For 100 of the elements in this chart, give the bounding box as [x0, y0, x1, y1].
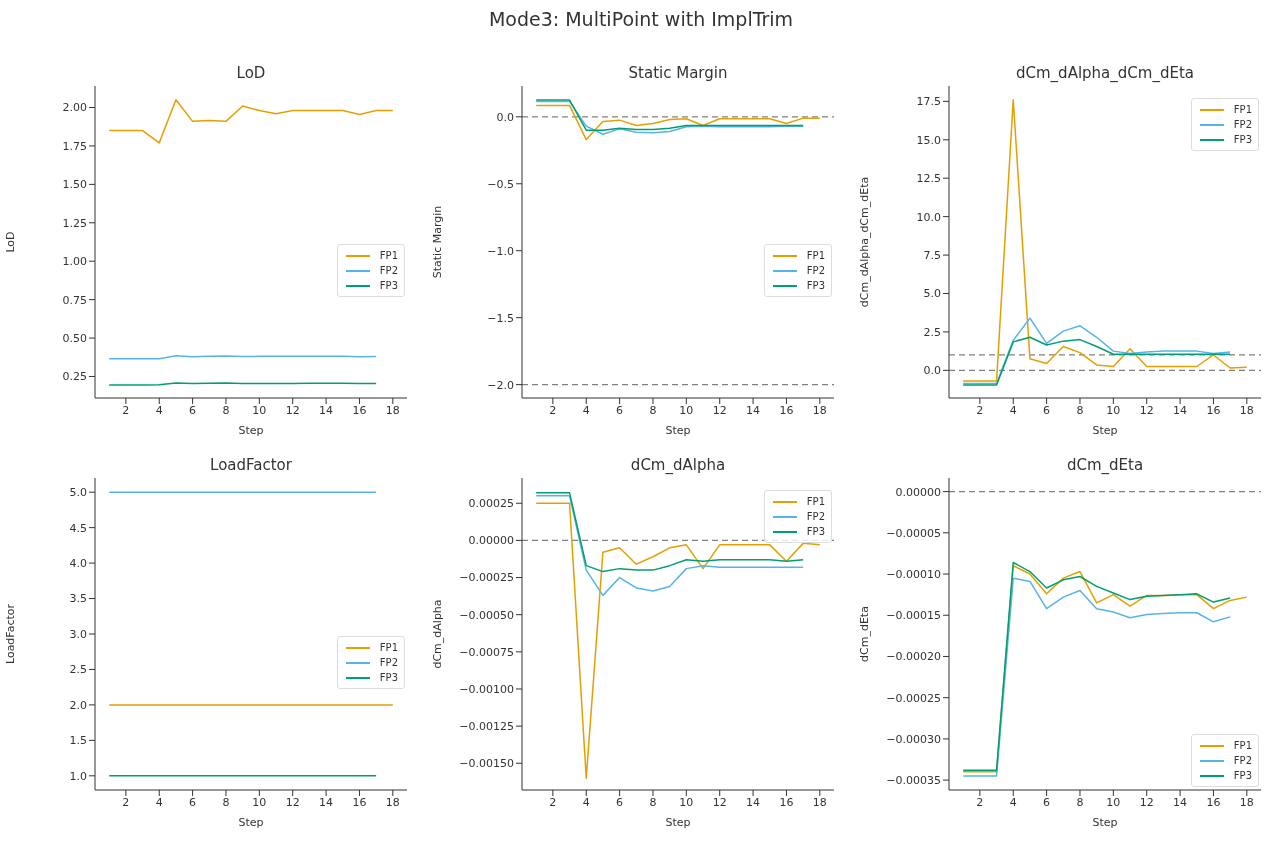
- legend-label: FP2: [1233, 755, 1252, 766]
- legend-label: FP3: [379, 280, 398, 291]
- y-tick-label: 1.5: [69, 734, 87, 748]
- y-axis-title: dCm_dAlpha_dCm_dEta: [857, 176, 871, 308]
- x-axis-title: Step: [665, 424, 691, 437]
- y-tick-label: −0.00125: [459, 720, 514, 734]
- y-tick-label: 5.0: [69, 486, 87, 500]
- legend-label: FP3: [379, 672, 398, 683]
- x-tick-label: 4: [155, 403, 163, 417]
- line-series: [962, 336, 1231, 386]
- x-tick-label: 12: [1139, 403, 1154, 417]
- y-tick-label: −0.00025: [886, 691, 941, 705]
- chart-title: Static Margin: [627, 64, 729, 82]
- y-tick-label: −0.00100: [459, 682, 514, 696]
- x-tick-label: 12: [285, 403, 300, 417]
- x-tick-label: 18: [385, 795, 400, 809]
- text: Mode3: MultiPoint with ImplTrim: [487, 8, 795, 30]
- y-tick-label: −0.00050: [459, 608, 514, 622]
- x-tick-label: 16: [352, 795, 367, 809]
- x-axis-title: Step: [1092, 816, 1118, 829]
- line-series: [108, 99, 394, 144]
- legend-label: FP1: [806, 496, 825, 507]
- x-tick-label: 2: [122, 403, 130, 417]
- legend-label: FP2: [379, 265, 398, 276]
- legend-label: FP3: [806, 280, 825, 291]
- x-tick-label: 18: [1239, 403, 1254, 417]
- y-tick-label: 7.5: [923, 248, 941, 262]
- x-tick-label: 2: [549, 795, 557, 809]
- legend-label: FP2: [806, 511, 825, 522]
- x-tick-label: 12: [285, 795, 300, 809]
- legend-label: FP2: [1233, 119, 1252, 130]
- y-tick-label: 15.0: [916, 133, 941, 147]
- y-tick-label: −0.00015: [886, 609, 941, 623]
- legend-label: FP3: [806, 526, 825, 537]
- legend-label: FP2: [806, 265, 825, 276]
- y-tick-label: −0.00010: [886, 567, 941, 581]
- chart-title: LoadFactor: [209, 456, 293, 474]
- x-tick-label: 8: [1076, 403, 1084, 417]
- x-tick-label: 10: [1106, 795, 1121, 809]
- chart-title: LoD: [235, 64, 267, 82]
- x-tick-label: 2: [549, 403, 557, 417]
- x-tick-label: 6: [1043, 403, 1051, 417]
- x-tick-label: 2: [976, 795, 984, 809]
- legend-label: FP1: [379, 250, 398, 261]
- x-tick-label: 4: [1009, 403, 1017, 417]
- x-tick-label: 8: [649, 795, 657, 809]
- x-tick-label: 12: [712, 403, 727, 417]
- line-series: [535, 492, 804, 573]
- x-tick-label: 12: [1139, 795, 1154, 809]
- y-tick-label: −0.00005: [886, 526, 941, 540]
- x-tick-label: 6: [616, 795, 624, 809]
- y-axis-title: dCm_dAlpha: [430, 599, 444, 669]
- y-tick-label: 0.00025: [468, 497, 514, 511]
- x-tick-label: 12: [712, 795, 727, 809]
- chart-title: dCm_dEta: [1065, 456, 1145, 474]
- legend-label: FP1: [379, 642, 398, 653]
- x-tick-label: 14: [1173, 795, 1188, 809]
- y-tick-label: 10.0: [916, 210, 941, 224]
- y-tick-label: −1.0: [487, 244, 514, 258]
- x-tick-label: 10: [1106, 403, 1121, 417]
- y-tick-label: 0.50: [62, 331, 87, 345]
- y-tick-label: 17.5: [916, 95, 941, 109]
- y-tick-label: 3.5: [69, 592, 87, 606]
- x-tick-label: 8: [222, 795, 230, 809]
- x-axis-title: Step: [665, 816, 691, 829]
- y-tick-label: 0.00000: [468, 534, 514, 548]
- y-tick-label: 2.5: [923, 325, 941, 339]
- legend-label: FP2: [379, 657, 398, 668]
- y-tick-label: 2.0: [69, 698, 87, 712]
- y-tick-label: −0.00075: [459, 645, 514, 659]
- x-tick-label: 14: [1173, 403, 1188, 417]
- y-tick-label: −1.5: [487, 311, 514, 325]
- x-tick-label: 18: [385, 403, 400, 417]
- x-tick-label: 14: [319, 403, 334, 417]
- x-tick-label: 14: [319, 795, 334, 809]
- x-tick-label: 16: [779, 403, 794, 417]
- line-series: [535, 495, 804, 597]
- x-tick-label: 2: [976, 403, 984, 417]
- line-series: [535, 104, 821, 141]
- y-tick-label: 1.25: [62, 216, 87, 230]
- x-tick-label: 18: [1239, 795, 1254, 809]
- chart-title: dCm_dAlpha: [629, 456, 727, 474]
- y-tick-label: 1.75: [62, 139, 87, 153]
- chart-title: dCm_dAlpha_dCm_dEta: [1015, 64, 1195, 82]
- x-tick-label: 4: [155, 795, 163, 809]
- y-axis-title: dCm_dEta: [857, 606, 871, 662]
- x-tick-label: 16: [779, 795, 794, 809]
- legend-label: FP1: [1233, 740, 1252, 751]
- y-tick-label: −0.00150: [459, 757, 514, 771]
- y-tick-label: −0.00035: [886, 774, 941, 788]
- x-tick-label: 8: [1076, 795, 1084, 809]
- x-tick-label: 14: [746, 795, 761, 809]
- legend-label: FP1: [1233, 104, 1252, 115]
- y-tick-label: 2.5: [69, 663, 87, 677]
- y-tick-label: 3.0: [69, 627, 87, 641]
- y-axis-title: LoD: [3, 231, 17, 253]
- x-tick-label: 4: [582, 403, 590, 417]
- x-tick-label: 2: [122, 795, 130, 809]
- y-tick-label: 0.0: [923, 364, 941, 378]
- x-tick-label: 6: [189, 795, 197, 809]
